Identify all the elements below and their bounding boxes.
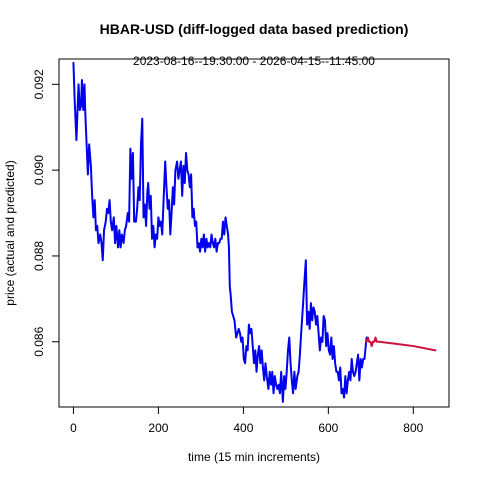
- y-tick-label: 0.090: [32, 155, 46, 185]
- series-layer: [72, 61, 437, 403]
- y-tick-label: 0.086: [32, 326, 46, 356]
- y-tick-label: 0.088: [32, 241, 46, 271]
- x-tick-label: 200: [148, 421, 168, 435]
- chart-subtitle: 2023-08-16--19:30:00 - 2026-04-15--11:45…: [133, 54, 375, 68]
- x-axis-label: time (15 min increments): [188, 450, 320, 464]
- x-tick-label: 800: [403, 421, 423, 435]
- series-line-predicted: [365, 336, 437, 352]
- y-tick-label: 0.092: [32, 69, 46, 99]
- x-tick-label: 0: [70, 421, 77, 435]
- y-axis-label: price (actual and predicted): [3, 160, 17, 305]
- series-line-actual: [72, 61, 368, 403]
- y-axis: 0.086 0.088 0.090 0.092: [32, 69, 60, 357]
- x-tick-label: 600: [318, 421, 338, 435]
- chart-title: HBAR-USD (diff-logged data based predict…: [100, 21, 409, 37]
- x-tick-label: 400: [233, 421, 253, 435]
- x-axis: 0 200 400 600 800: [70, 406, 424, 435]
